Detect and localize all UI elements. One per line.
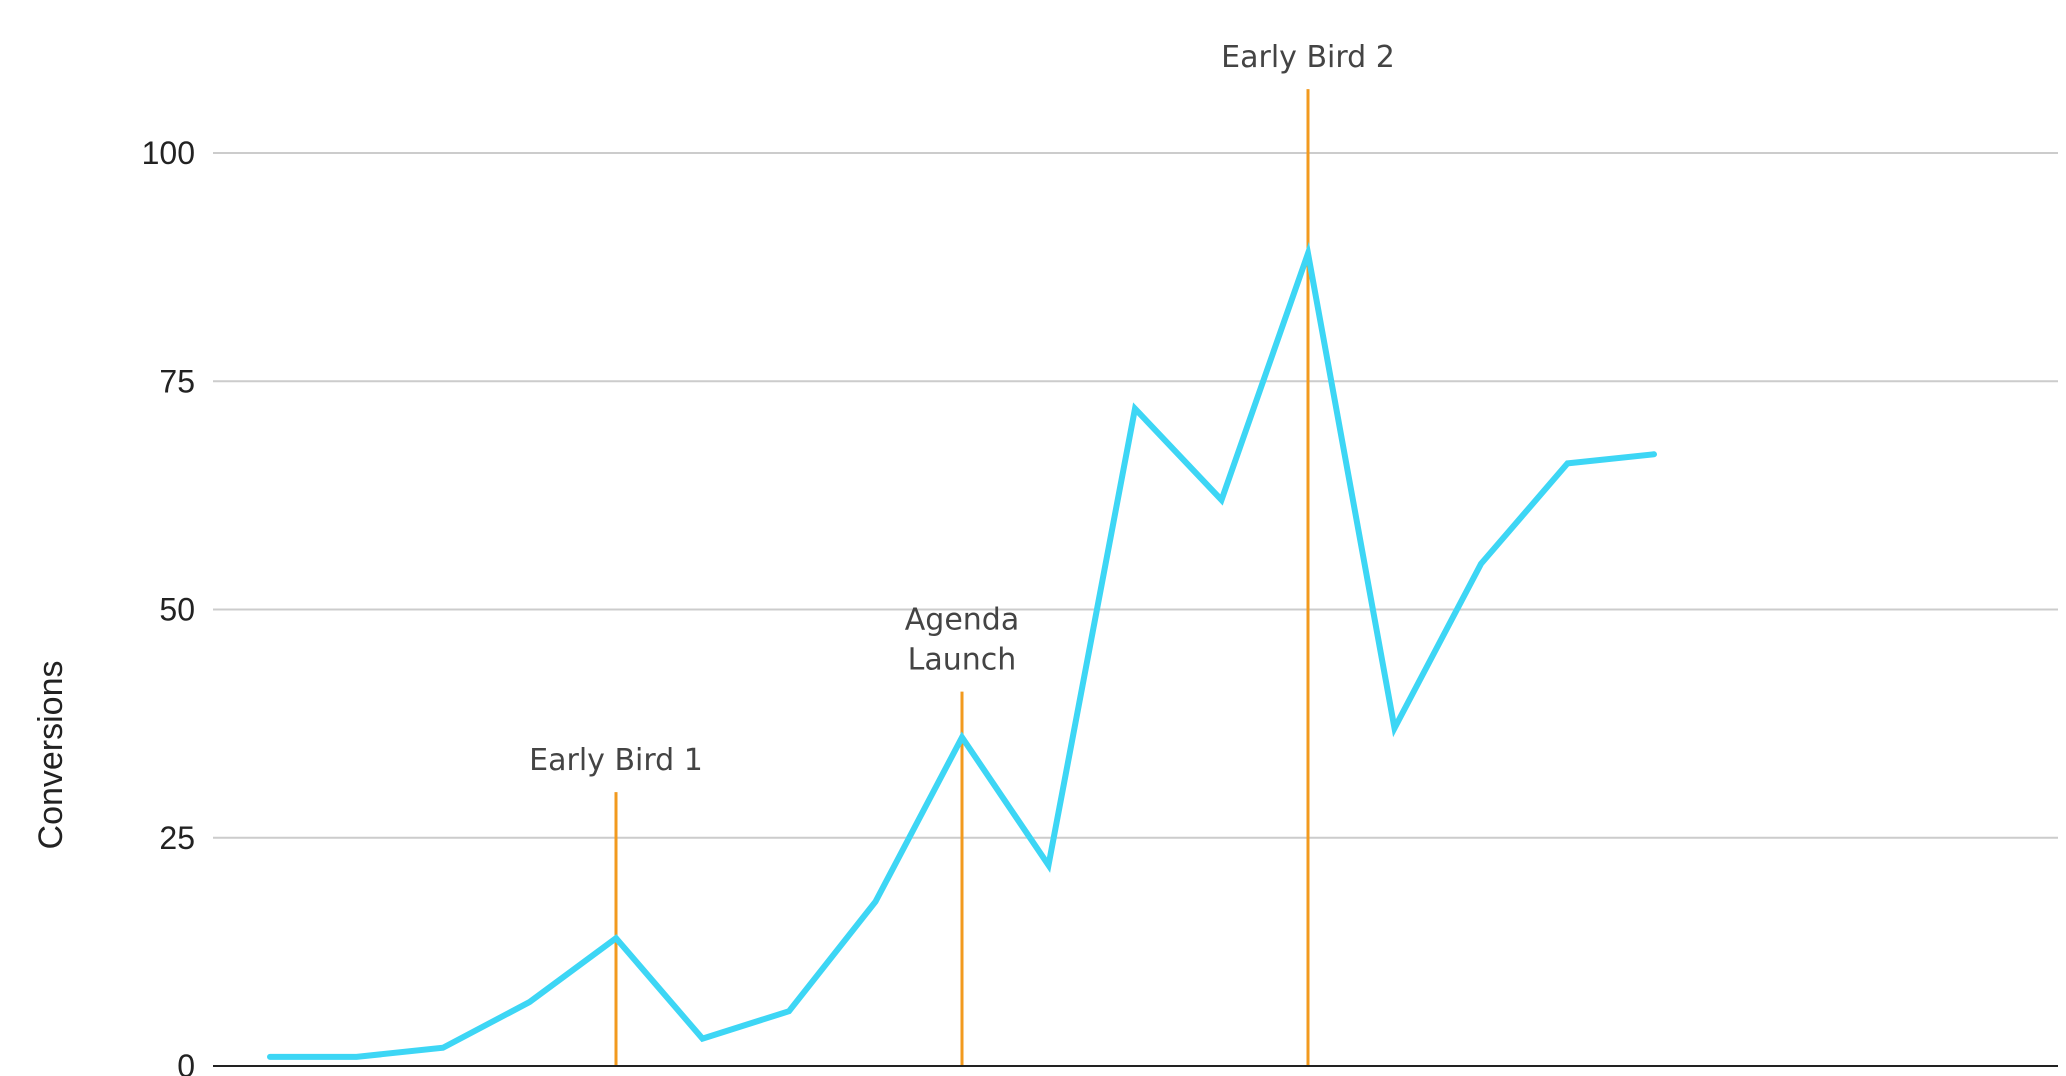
- annotation-label: Early Bird 2: [1221, 40, 1395, 75]
- y-tick-label: 0: [177, 1048, 195, 1076]
- annotation-label: Early Bird 1: [529, 743, 703, 778]
- y-tick-labels: 0 25 50 75 100: [142, 135, 195, 1076]
- annotation-label: Agenda Launch: [905, 603, 1019, 678]
- y-tick-label: 100: [142, 135, 195, 171]
- y-tick-label: 25: [159, 820, 195, 856]
- y-tick-label: 75: [159, 363, 195, 399]
- y-tick-label: 50: [159, 592, 195, 628]
- grid-lines: [213, 152, 2058, 839]
- series-lines: [267, 241, 1657, 1060]
- y-axis-title: Conversions: [32, 661, 70, 850]
- annotations: Early Bird 1 Agenda Launch Early Bird 2: [529, 40, 1395, 1066]
